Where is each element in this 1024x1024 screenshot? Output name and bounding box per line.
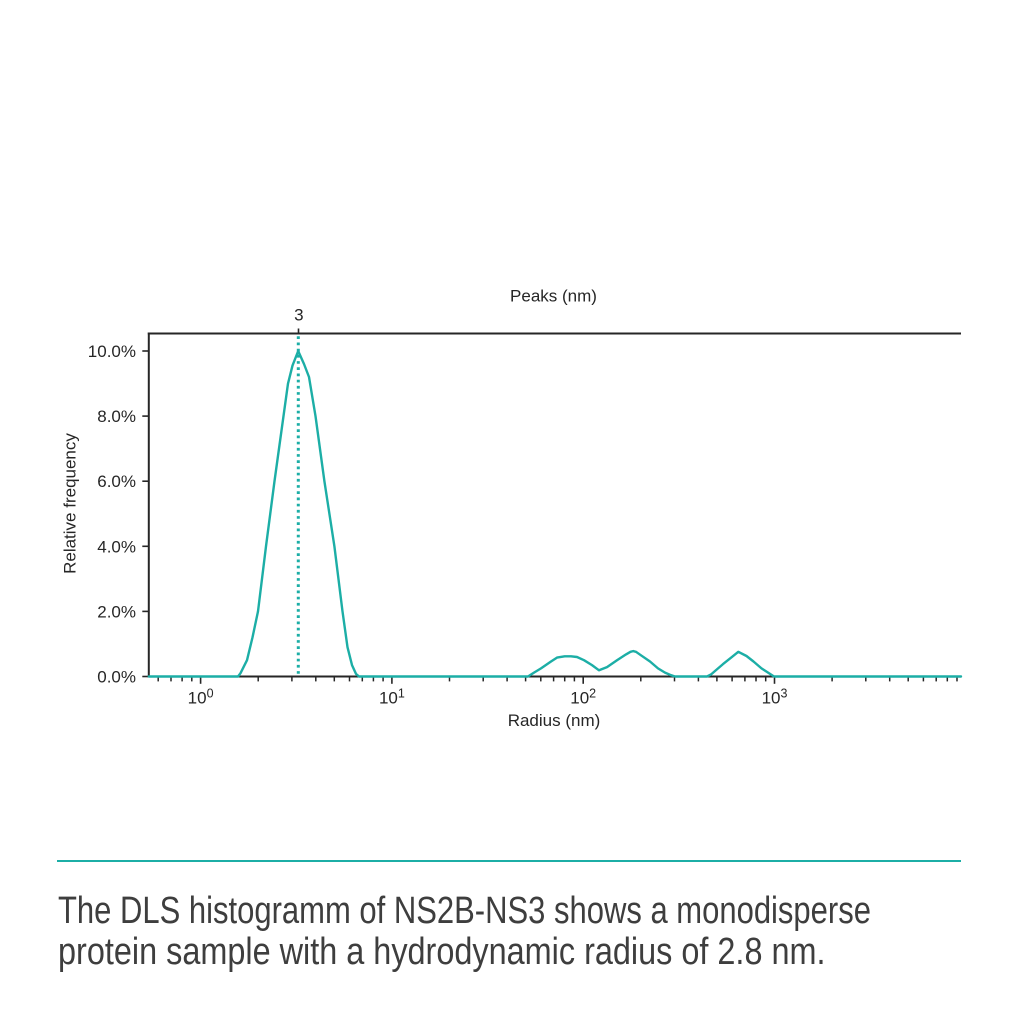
- svg-text:Relative frequency: Relative frequency: [61, 433, 80, 574]
- svg-text:Radius (nm): Radius (nm): [508, 711, 601, 730]
- svg-text:10.0%: 10.0%: [88, 342, 136, 361]
- svg-text:4.0%: 4.0%: [97, 537, 136, 556]
- svg-text:8.0%: 8.0%: [97, 407, 136, 426]
- svg-text:0.0%: 0.0%: [97, 668, 136, 687]
- svg-text:2.0%: 2.0%: [97, 602, 136, 621]
- svg-text:Peaks (nm): Peaks (nm): [510, 287, 597, 306]
- svg-text:3: 3: [294, 305, 303, 324]
- svg-text:6.0%: 6.0%: [97, 472, 136, 491]
